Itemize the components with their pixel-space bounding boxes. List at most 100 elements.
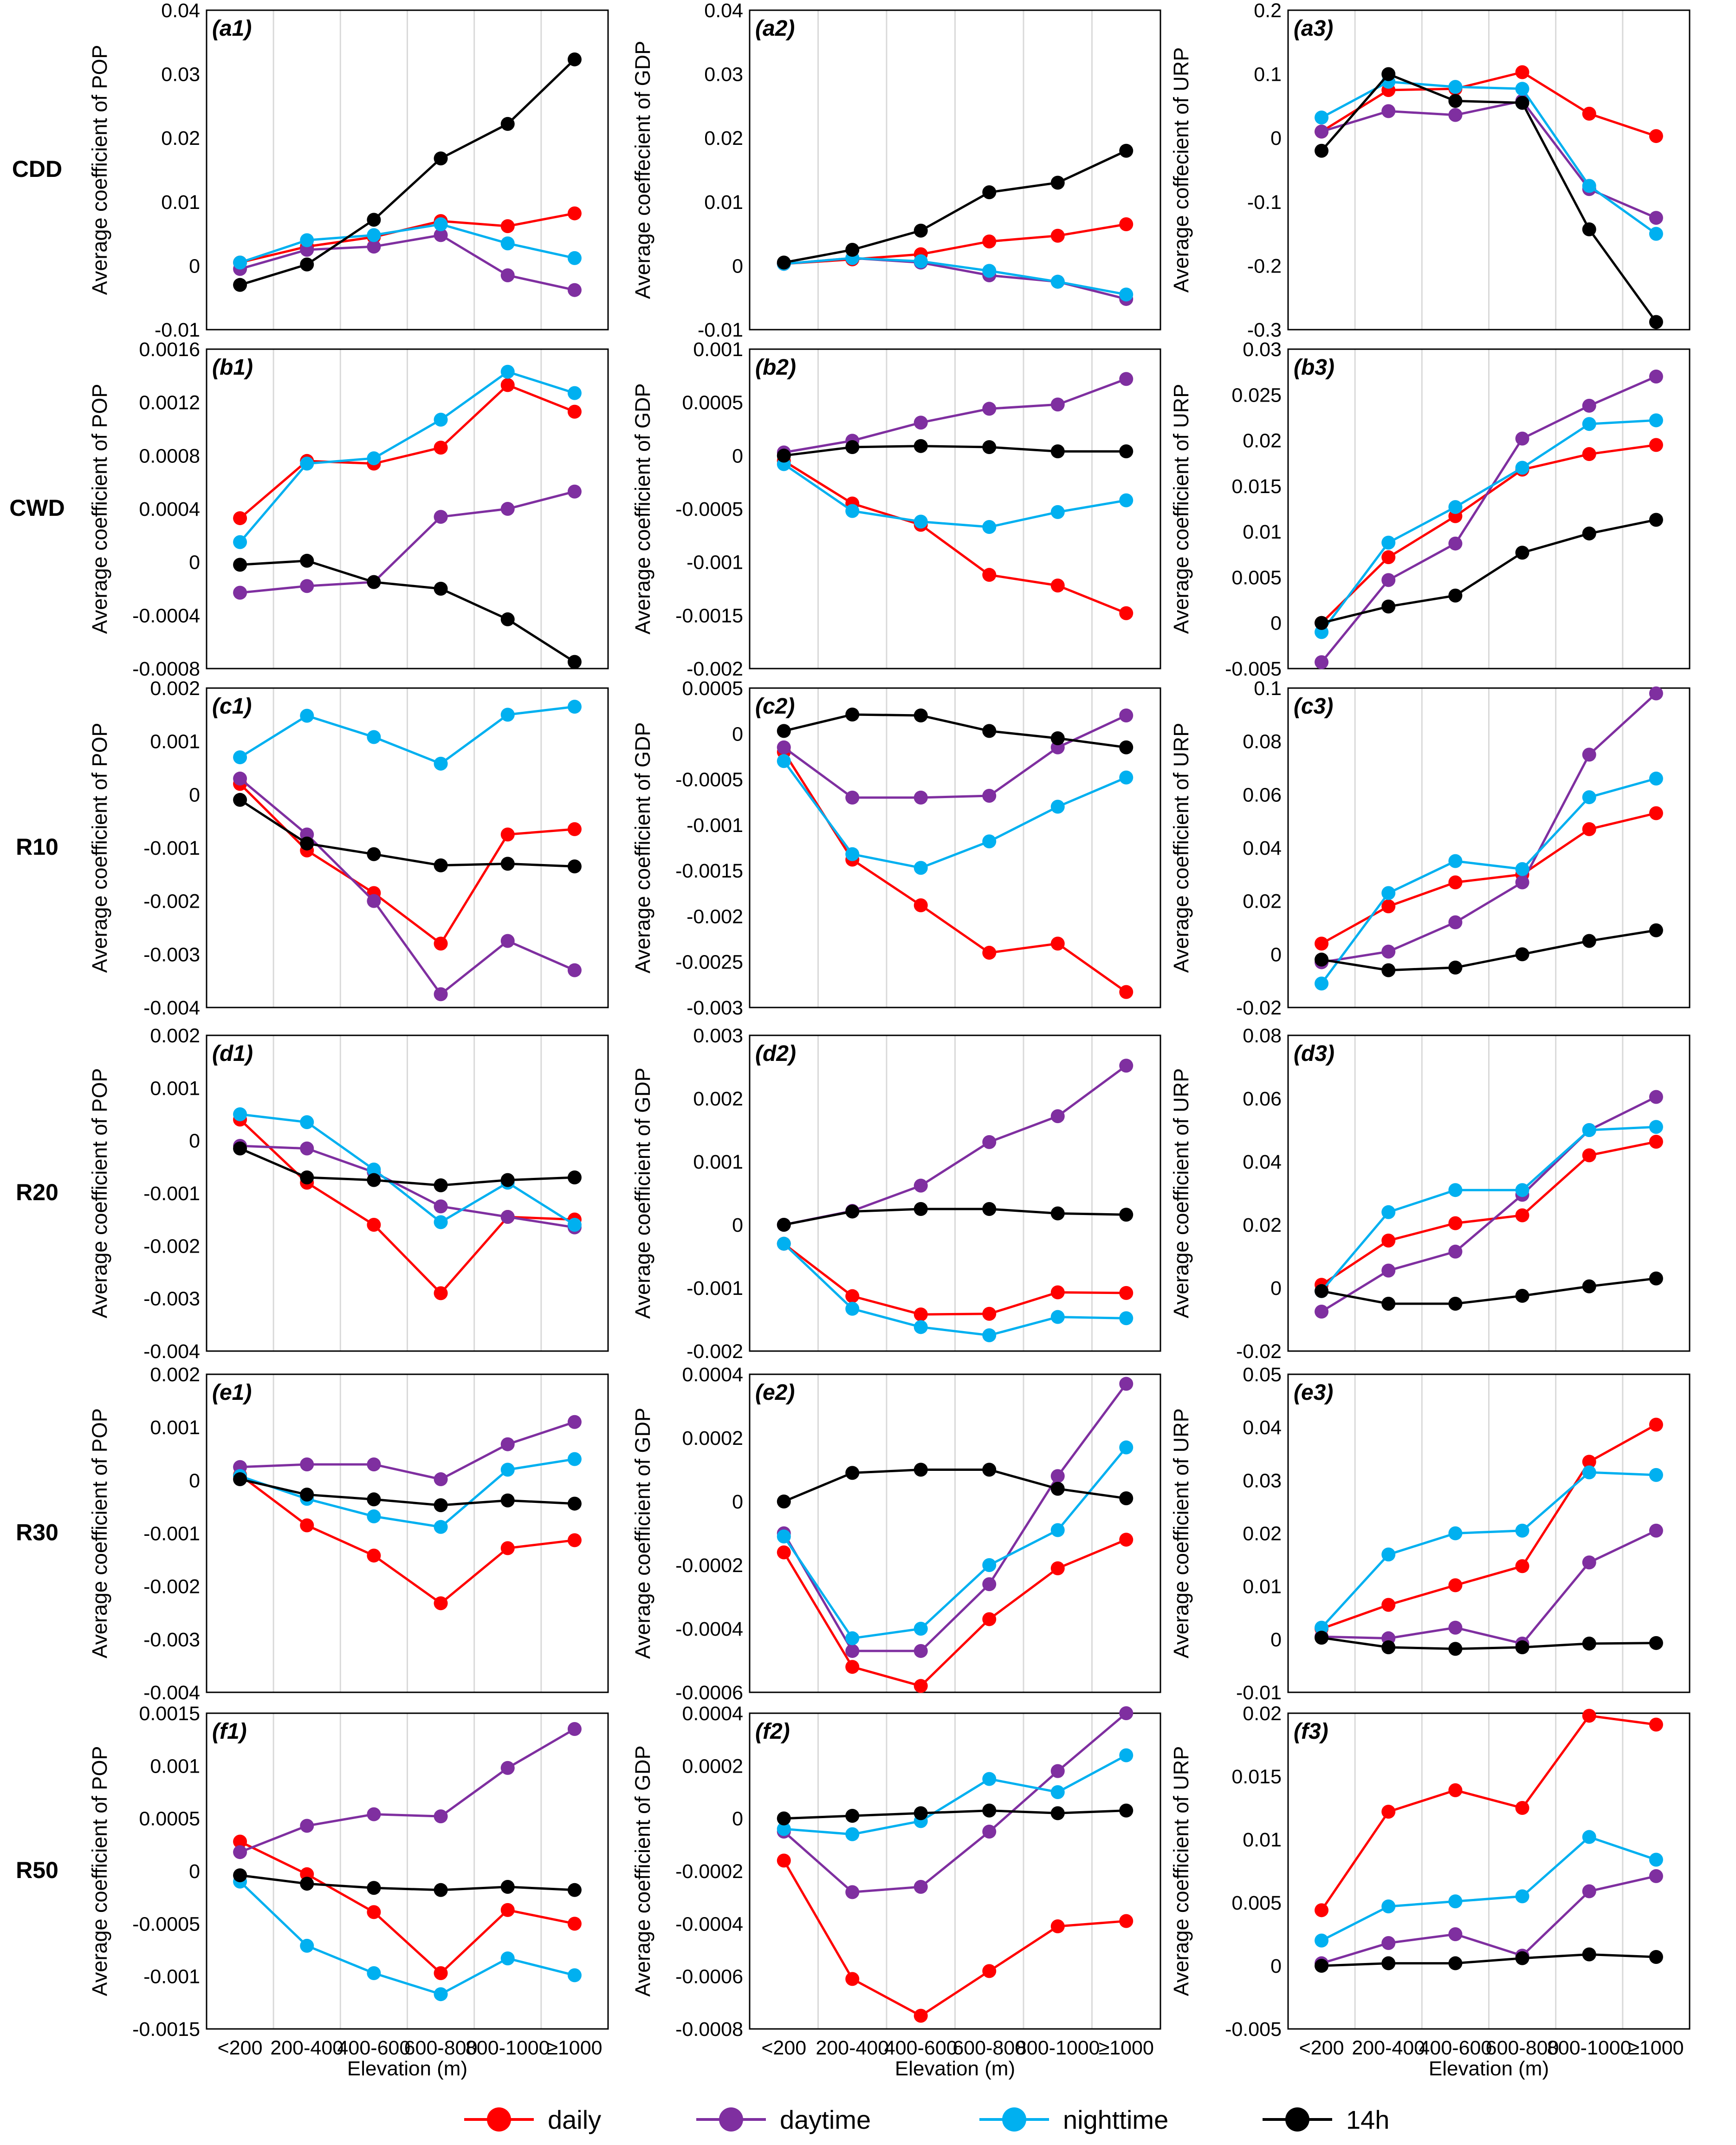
data-point-14h — [567, 1170, 582, 1184]
panel-label: (f3) — [1294, 1719, 1328, 1744]
series-line-daytime — [783, 1383, 1127, 1652]
data-point-nighttime — [1582, 179, 1596, 193]
y-tick-label: 0.02 — [1243, 430, 1282, 452]
data-point-daily — [1050, 228, 1065, 243]
series-line-daily — [783, 751, 1127, 993]
data-point-daily — [1119, 1914, 1134, 1928]
data-point-nighttime — [1649, 1468, 1663, 1482]
panel-c1: 0.002 0.001 0 -0.001 -0.002 -0.003 -0.004 Avera… — [88, 677, 609, 1019]
data-point-14h — [1649, 513, 1663, 527]
data-point-14h — [1515, 1640, 1529, 1654]
y-tick-label: 0 — [732, 255, 743, 277]
y-tick-label: 0 — [732, 445, 743, 467]
y-tick-label: 0.025 — [1231, 384, 1282, 406]
y-tick-label: 0.04 — [161, 0, 200, 22]
data-point-nighttime — [1582, 1123, 1596, 1137]
y-tick-label: 0 — [189, 552, 200, 574]
data-point-daily — [913, 2008, 928, 2023]
data-point-nighttime — [982, 1328, 997, 1342]
data-point-nighttime — [1649, 771, 1663, 786]
data-point-daily — [500, 219, 515, 234]
data-point-daytime — [500, 1210, 515, 1224]
data-point-nighttime — [1448, 1526, 1463, 1540]
data-point-daytime — [845, 1644, 860, 1658]
data-point-nighttime — [913, 1320, 928, 1334]
data-point-14h — [300, 257, 314, 272]
y-tick-label: -0.0006 — [675, 1966, 743, 1988]
y-tick-label: 0.08 — [1243, 731, 1282, 753]
data-point-daytime — [434, 1199, 448, 1214]
data-point-nighttime — [913, 1622, 928, 1636]
y-tick-label: -0.001 — [687, 814, 743, 837]
panel-c3: 0.1 0.08 0.06 0.04 0.02 0 -0.02 Average coeffic… — [1169, 677, 1691, 1019]
series-line-daily — [783, 1538, 1127, 1688]
legend-label-nighttime: nighttime — [1063, 2105, 1168, 2134]
data-point-14h — [500, 1880, 515, 1894]
y-tick-label: 0.005 — [1231, 566, 1282, 589]
series-line-14h — [1321, 1277, 1657, 1305]
data-point-14h — [1448, 94, 1463, 108]
panel-label: (e1) — [212, 1380, 252, 1405]
series-line-daily — [783, 1242, 1127, 1316]
y-tick-label: 0.015 — [1231, 475, 1282, 498]
data-point-daytime — [434, 1472, 448, 1487]
y-tick-label: 0.015 — [1231, 1766, 1282, 1788]
panel-label: (b3) — [1294, 355, 1334, 380]
data-point-daily — [1050, 1561, 1065, 1575]
y-tick-label: -0.2 — [1247, 255, 1282, 277]
series-line-daytime — [240, 234, 575, 292]
y-tick-label: 0.0002 — [682, 1427, 743, 1450]
data-point-14h — [1315, 1284, 1329, 1298]
row-label: CWD — [9, 495, 65, 521]
data-point-daily — [233, 511, 247, 526]
x-tick-label: 400-600 — [337, 2037, 411, 2059]
data-point-daytime — [367, 894, 381, 908]
data-point-daily — [434, 1966, 448, 1980]
data-point-nighttime — [777, 1236, 791, 1251]
data-point-nighttime — [777, 754, 791, 768]
data-point-daytime — [1119, 372, 1134, 386]
data-point-daytime — [300, 1457, 314, 1472]
series-line-daily — [1321, 812, 1657, 945]
data-point-daily — [1050, 578, 1065, 593]
data-point-14h — [1381, 1956, 1396, 1970]
data-point-14h — [845, 1466, 860, 1480]
y-tick-label: 0.02 — [1243, 1523, 1282, 1545]
series-line-nighttime — [783, 1447, 1127, 1640]
data-point-nighttime — [982, 264, 997, 278]
panel-b3: 0.03 0.025 0.02 0.015 0.01 0.005 0 -0.005 Averag… — [1169, 338, 1691, 680]
series-line-nighttime — [239, 705, 575, 765]
y-tick-label: -0.001 — [143, 1183, 200, 1205]
y-tick-label: 0.001 — [693, 338, 743, 361]
data-point-daytime — [1582, 1555, 1596, 1570]
data-point-nighttime — [845, 1301, 860, 1316]
plot-area — [206, 348, 609, 670]
data-point-daily — [1119, 1286, 1134, 1300]
y-tick-label: -0.001 — [687, 552, 743, 574]
data-point-daytime — [913, 1644, 928, 1658]
series-line-nighttime — [784, 1754, 1127, 1836]
data-point-daytime — [367, 1807, 381, 1821]
data-point-nighttime — [434, 1215, 448, 1229]
data-point-daily — [500, 1541, 515, 1555]
data-point-14h — [845, 708, 860, 722]
data-point-14h — [777, 1811, 791, 1826]
data-point-daily — [434, 936, 448, 951]
data-point-nighttime — [434, 412, 448, 427]
data-point-daily — [1119, 985, 1134, 999]
series-line-nighttime — [783, 1242, 1127, 1337]
y-axis-label: Average coefficient of GDP — [631, 383, 654, 634]
data-point-daytime — [300, 579, 314, 593]
data-point-14h — [1381, 963, 1396, 977]
plot-area — [749, 348, 1161, 670]
series-line-nighttime — [783, 463, 1127, 528]
data-point-nighttime — [1649, 413, 1663, 428]
data-point-14h — [367, 1173, 381, 1187]
data-point-14h — [1119, 143, 1134, 158]
data-point-daytime — [1649, 686, 1663, 701]
data-point-daily — [982, 1612, 997, 1626]
data-point-14h — [367, 847, 381, 861]
data-point-daily — [434, 441, 448, 455]
y-tick-label: 0.01 — [1243, 1576, 1282, 1598]
x-tick-label: 600-800 — [404, 2037, 478, 2059]
